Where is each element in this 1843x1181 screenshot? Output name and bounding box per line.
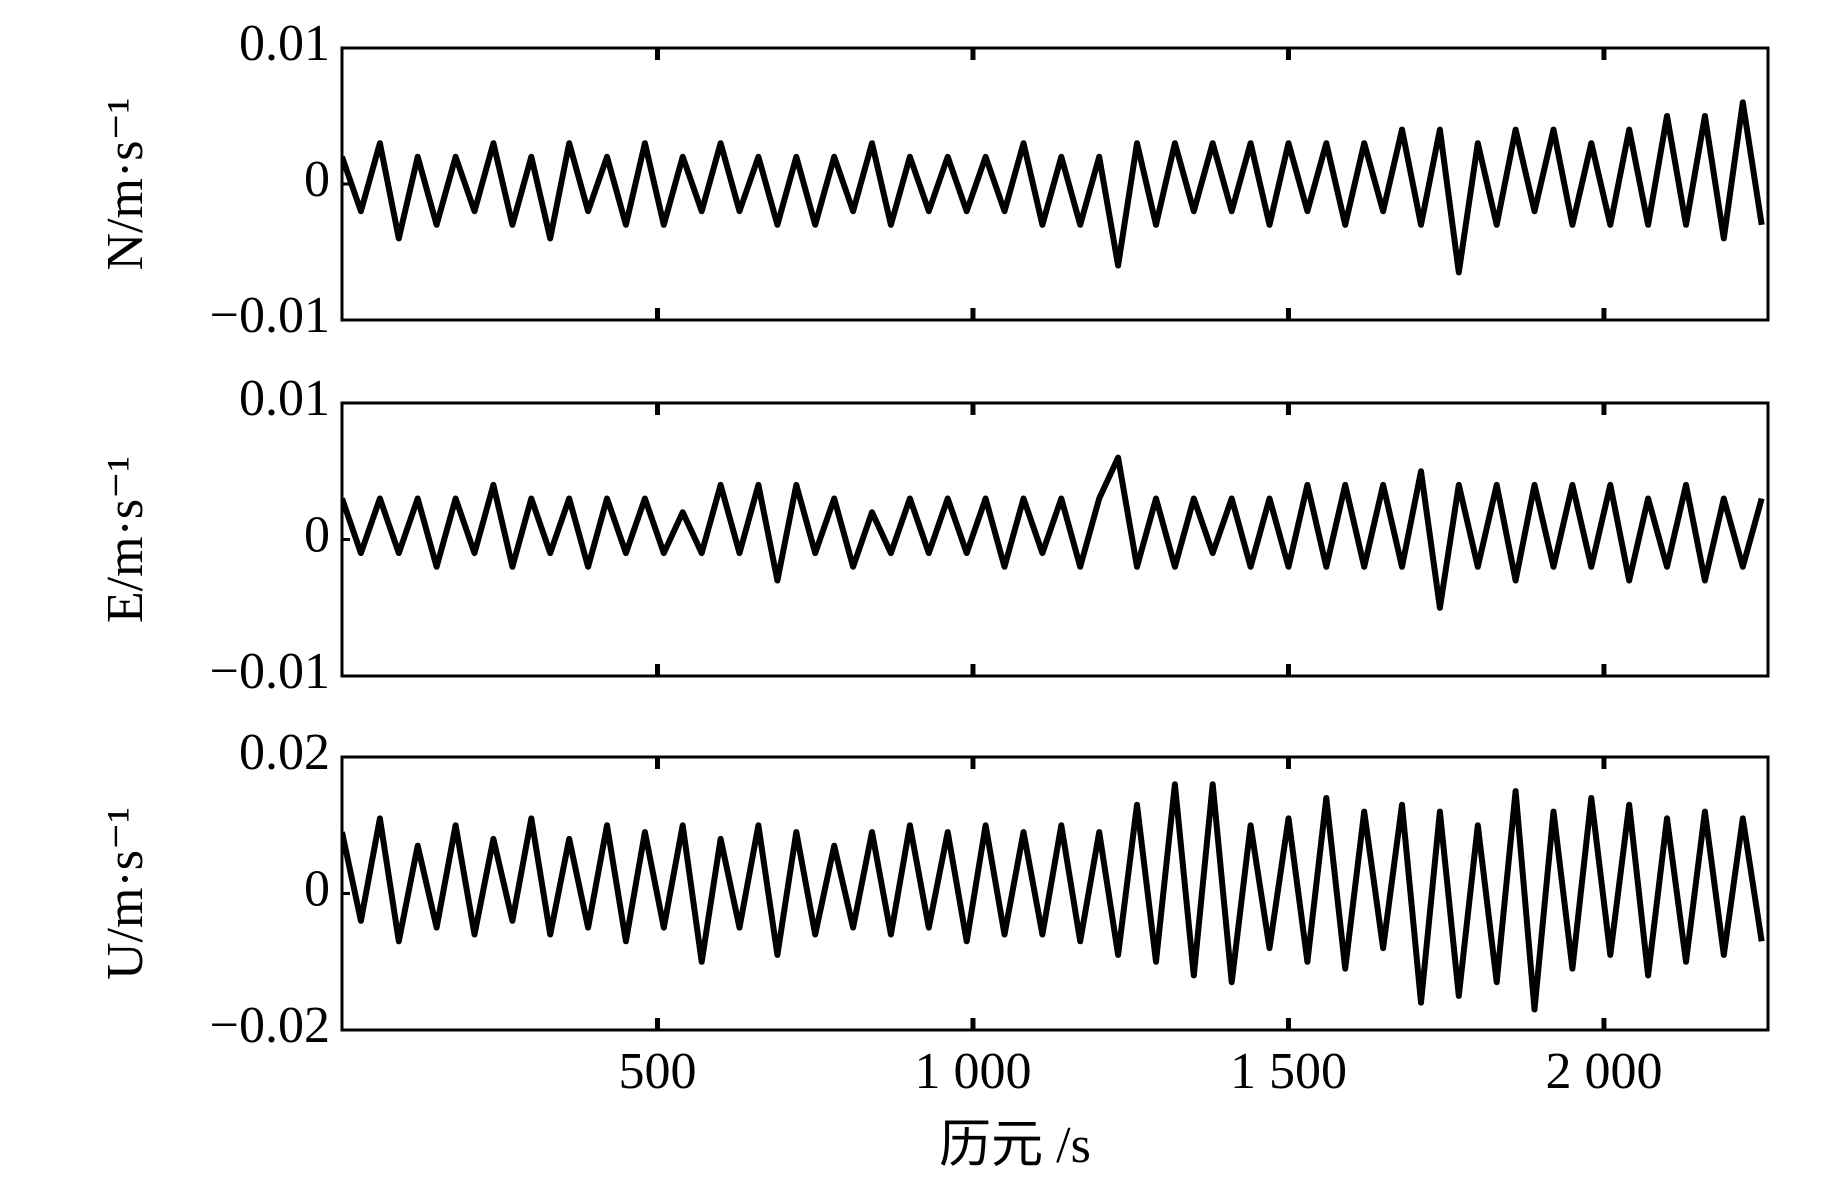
- line: [342, 99, 1765, 276]
- y-tick-label: −0.01: [210, 287, 330, 344]
- y-tick-label: 0.02: [239, 724, 330, 781]
- y-tick-label: 0.01: [239, 370, 330, 427]
- line: [342, 781, 1765, 1013]
- x-tick-label: 2 000: [1545, 1043, 1662, 1100]
- y-tick-label: 0: [304, 506, 330, 563]
- y-tick-label: −0.02: [210, 997, 330, 1054]
- y-axis-label: U/m·s⁻¹: [97, 807, 154, 980]
- y-tick-label: 0: [304, 151, 330, 208]
- y-axis-label: N/m·s⁻¹: [97, 97, 154, 270]
- line: [342, 454, 1765, 611]
- y-tick-label: 0.01: [239, 15, 330, 72]
- x-axis-label: 历元 /s: [939, 1117, 1091, 1174]
- x-tick-label: 1 500: [1230, 1043, 1347, 1100]
- x-tick-label: 1 000: [914, 1043, 1031, 1100]
- y-tick-label: 0: [304, 860, 330, 917]
- x-tick-label: 500: [618, 1043, 696, 1100]
- y-tick-label: −0.01: [210, 643, 330, 700]
- y-axis-label: E/m·s⁻¹: [97, 456, 154, 623]
